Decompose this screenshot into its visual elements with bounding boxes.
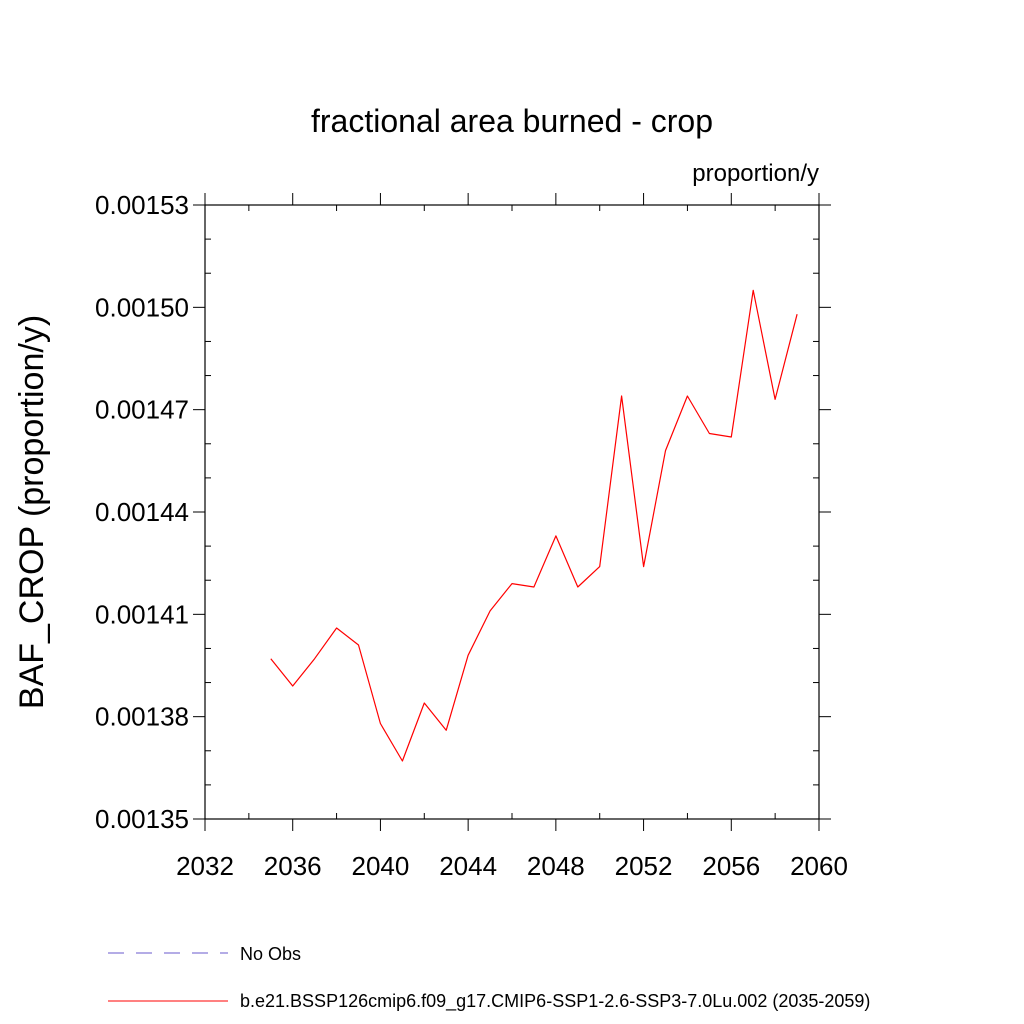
- y-axis-label: BAF_CROP (proportion/y): [13, 315, 51, 709]
- minor-ticks: [205, 205, 819, 819]
- plot-frame: [204, 204, 820, 820]
- legend-label-model-run: b.e21.BSSP126cmip6.f09_g17.CMIP6-SSP1-2.…: [240, 991, 870, 1012]
- y-tick-label: 0.00144: [95, 497, 189, 527]
- x-axis: 2032 2036 2040 2044 2048 2052 2056 2060: [176, 193, 848, 881]
- legend: No Obs b.e21.BSSP126cmip6.f09_g17.CMIP6-…: [108, 944, 870, 1012]
- x-tick-label: 2036: [264, 851, 322, 881]
- series-line: [270, 289, 798, 762]
- y-tick-label: 0.00141: [95, 599, 189, 629]
- y-tick-label: 0.00150: [95, 292, 189, 322]
- y-tick-label: 0.00135: [95, 804, 189, 834]
- x-tick-label: 2032: [176, 851, 234, 881]
- x-tick-label: 2044: [439, 851, 497, 881]
- x-tick-label: 2052: [615, 851, 673, 881]
- y-tick-label: 0.00153: [95, 190, 189, 220]
- y-tick-label: 0.00138: [95, 702, 189, 732]
- x-tick-label: 2048: [527, 851, 585, 881]
- legend-label-no-obs: No Obs: [240, 944, 301, 964]
- x-tick-label: 2060: [790, 851, 848, 881]
- chart-title: fractional area burned - crop: [311, 103, 713, 139]
- x-tick-label: 2056: [702, 851, 760, 881]
- x-tick-label: 2040: [352, 851, 410, 881]
- y-tick-label: 0.00147: [95, 395, 189, 425]
- y-axis: 0.00135 0.00138 0.00141 0.00144 0.00147 0.001…: [95, 190, 831, 834]
- series-layer: [270, 289, 798, 762]
- units-label: proportion/y: [692, 160, 819, 187]
